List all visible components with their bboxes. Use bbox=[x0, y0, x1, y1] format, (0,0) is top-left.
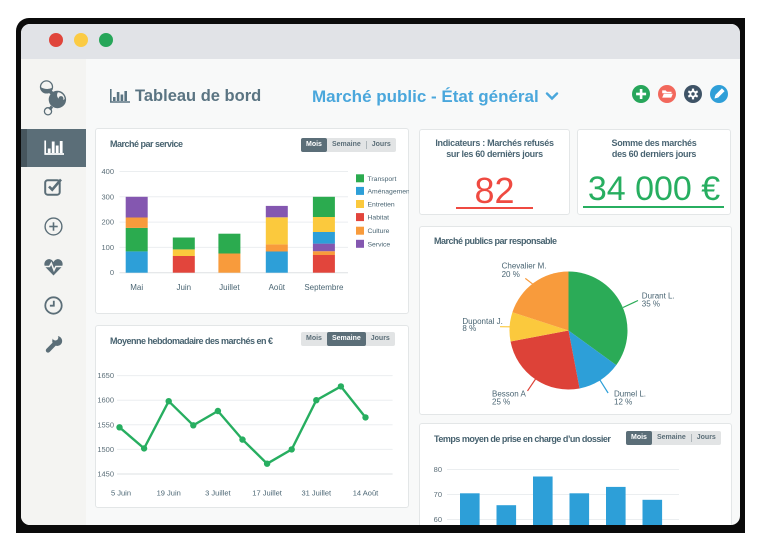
svg-text:300: 300 bbox=[101, 192, 114, 201]
svg-text:Mai: Mai bbox=[130, 283, 143, 292]
svg-text:Entretien: Entretien bbox=[368, 202, 395, 209]
svg-text:1600: 1600 bbox=[97, 396, 114, 405]
svg-text:Transport: Transport bbox=[368, 176, 397, 183]
svg-text:35 %: 35 % bbox=[642, 300, 660, 309]
svg-text:12 %: 12 % bbox=[614, 398, 632, 407]
svg-text:8 %: 8 % bbox=[462, 324, 476, 333]
svg-text:70: 70 bbox=[434, 490, 442, 499]
svg-text:Chevalier M.: Chevalier M. bbox=[502, 261, 547, 270]
svg-text:1500: 1500 bbox=[97, 445, 114, 454]
svg-text:1550: 1550 bbox=[97, 420, 114, 429]
svg-text:Habitat: Habitat bbox=[368, 215, 390, 222]
svg-text:14 Août: 14 Août bbox=[353, 489, 379, 498]
svg-text:3 Juillet: 3 Juillet bbox=[205, 489, 231, 498]
svg-text:Durant L.: Durant L. bbox=[642, 292, 675, 301]
svg-text:Août: Août bbox=[269, 283, 286, 292]
svg-text:Besson A: Besson A bbox=[492, 390, 526, 399]
svg-text:17 Juillet: 17 Juillet bbox=[252, 489, 283, 498]
svg-text:80: 80 bbox=[434, 465, 442, 474]
svg-text:5 Juin: 5 Juin bbox=[111, 489, 131, 498]
svg-text:400: 400 bbox=[101, 167, 114, 176]
svg-text:20 %: 20 % bbox=[502, 270, 520, 279]
svg-text:Culture: Culture bbox=[368, 228, 390, 235]
svg-text:100: 100 bbox=[101, 243, 114, 252]
svg-text:Juin: Juin bbox=[176, 283, 191, 292]
svg-text:Service: Service bbox=[368, 241, 391, 248]
svg-text:25 %: 25 % bbox=[492, 398, 510, 407]
svg-text:Septembre: Septembre bbox=[304, 283, 344, 292]
svg-text:31 Juillet: 31 Juillet bbox=[301, 489, 332, 498]
svg-text:1450: 1450 bbox=[97, 470, 114, 479]
svg-text:19 Juin: 19 Juin bbox=[157, 489, 181, 498]
svg-text:Dumel L.: Dumel L. bbox=[614, 390, 646, 399]
svg-text:Juillet: Juillet bbox=[219, 283, 240, 292]
svg-text:60: 60 bbox=[434, 515, 442, 524]
svg-text:Aménagement: Aménagement bbox=[368, 188, 410, 195]
svg-text:200: 200 bbox=[101, 218, 114, 227]
svg-text:1650: 1650 bbox=[97, 371, 114, 380]
svg-text:Dupontal J.: Dupontal J. bbox=[462, 317, 502, 326]
svg-text:0: 0 bbox=[110, 268, 114, 277]
